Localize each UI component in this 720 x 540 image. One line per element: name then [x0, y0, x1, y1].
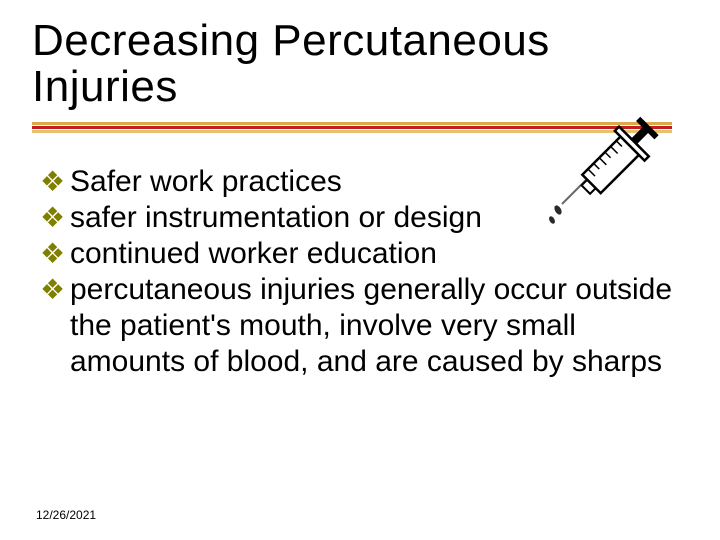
bullet-icon: ❖	[40, 273, 70, 307]
bullet-icon: ❖	[40, 201, 70, 235]
list-item: ❖percutaneous injuries generally occur o…	[40, 272, 688, 380]
bullet-text: Safer work practices	[70, 165, 342, 198]
slide-title: Decreasing Percutaneous Injuries	[32, 18, 688, 110]
slide-container: Decreasing Percutaneous Injuries	[0, 0, 720, 540]
syringe-drop-2	[548, 215, 556, 224]
bullet-icon: ❖	[40, 165, 70, 199]
list-item: ❖continued worker education	[40, 236, 688, 272]
syringe-barrel-group	[571, 112, 662, 204]
bullet-text: safer instrumentation or design	[70, 201, 482, 234]
bullet-text: continued worker education	[70, 237, 437, 270]
syringe-drop-1	[553, 204, 563, 216]
syringe-icon	[532, 112, 662, 232]
footer-date: 12/26/2021	[36, 508, 96, 522]
bullet-icon: ❖	[40, 237, 70, 271]
bullet-text: percutaneous injuries generally occur ou…	[70, 273, 672, 378]
